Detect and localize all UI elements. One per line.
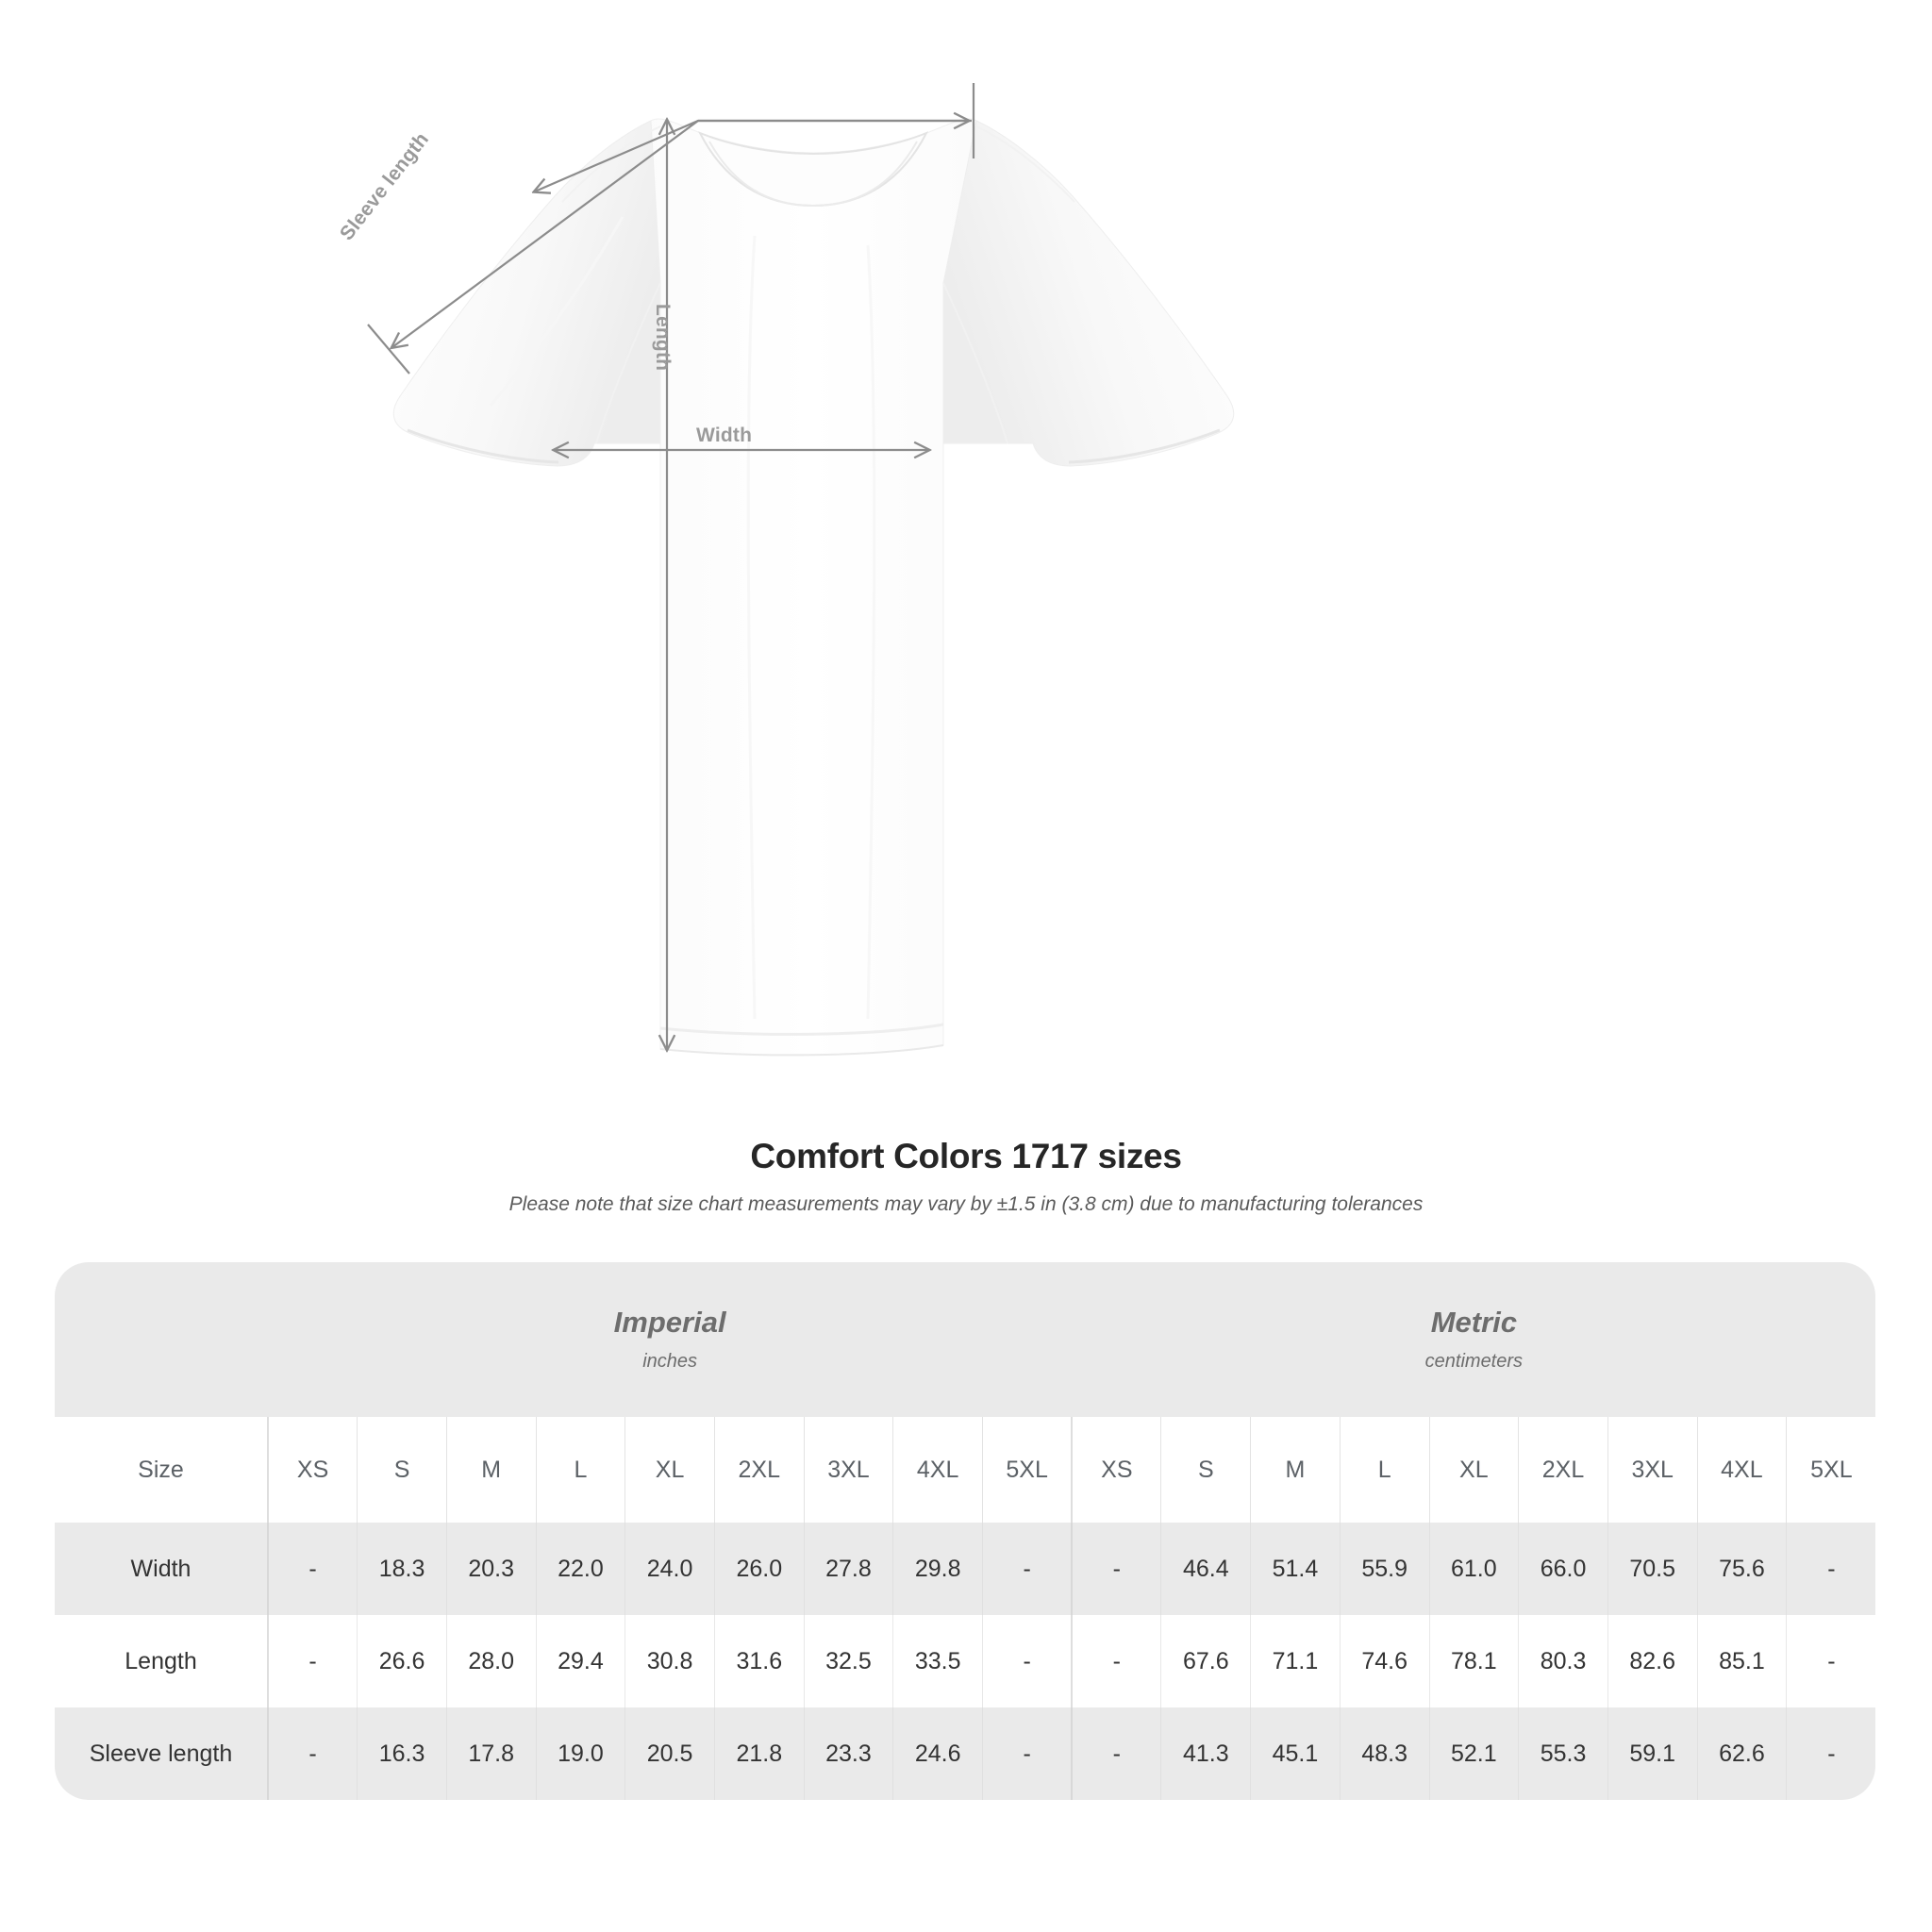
cell-length-metric-m: 71.1 [1250, 1615, 1341, 1707]
size-header-imperial-m[interactable]: M [445, 1417, 537, 1523]
cell-sleeve-length-imperial-s: 16.3 [357, 1707, 447, 1800]
cell-width-metric-l: 55.9 [1339, 1523, 1429, 1615]
size-header-metric-s[interactable]: S [1160, 1417, 1251, 1523]
cell-sleeve-length-metric-s: 41.3 [1160, 1707, 1251, 1800]
cell-sleeve-length-imperial-2xl: 21.8 [713, 1707, 805, 1800]
cell-length-metric-xl: 78.1 [1428, 1615, 1519, 1707]
size-header-imperial-4xl[interactable]: 4XL [892, 1417, 983, 1523]
size-header-metric-2xl[interactable]: 2XL [1518, 1417, 1608, 1523]
size-header-imperial-5xl[interactable]: 5XL [982, 1417, 1073, 1523]
cell-length-metric-4xl: 85.1 [1696, 1615, 1787, 1707]
cell-length-metric-xs: - [1071, 1615, 1161, 1707]
size-header-imperial-s[interactable]: S [357, 1417, 447, 1523]
cell-length-metric-3xl: 82.6 [1607, 1615, 1698, 1707]
cell-width-metric-s: 46.4 [1160, 1523, 1251, 1615]
size-header-imperial-2xl[interactable]: 2XL [713, 1417, 805, 1523]
size-chart-table-container: Imperial inches Metric centimeters Size XS S M L… [55, 1262, 1876, 1800]
cell-width-imperial-3xl: 27.8 [803, 1523, 893, 1615]
size-header-imperial-3xl[interactable]: 3XL [803, 1417, 893, 1523]
unit-group-imperial: Imperial inches [268, 1262, 1073, 1417]
size-header-metric-l[interactable]: L [1339, 1417, 1429, 1523]
size-header-imperial-l[interactable]: L [535, 1417, 625, 1523]
cell-sleeve-length-metric-xs: - [1071, 1707, 1161, 1800]
size-header-metric-4xl[interactable]: 4XL [1696, 1417, 1787, 1523]
unit-group-metric: Metric centimeters [1072, 1262, 1876, 1417]
length-label: Length [652, 304, 674, 372]
width-label: Width [696, 425, 753, 446]
table-row: Sleeve length -16.3 17.8 19.0 20.5 21.8 23.3 24… [55, 1707, 1876, 1800]
cell-sleeve-length-metric-xl: 52.1 [1428, 1707, 1519, 1800]
cell-length-imperial-xs: - [267, 1615, 358, 1707]
tshirt-shape [392, 118, 1235, 1057]
cell-width-imperial-l: 22.0 [535, 1523, 625, 1615]
cell-width-imperial-s: 18.3 [357, 1523, 447, 1615]
unit-group-name: Imperial [613, 1306, 726, 1340]
cell-sleeve-length-imperial-xs: - [267, 1707, 358, 1800]
row-label-width: Width [55, 1523, 268, 1615]
cell-length-imperial-3xl: 32.5 [803, 1615, 893, 1707]
size-header-row: Size XS S M L XL 2XL 3XL 4XL 5XL XS S M L XL 2XL 3XL 4XL 5… [55, 1417, 1876, 1523]
cell-length-imperial-s: 26.6 [357, 1615, 447, 1707]
cell-sleeve-length-metric-5xl: - [1786, 1707, 1876, 1800]
cell-width-imperial-xl: 24.0 [625, 1523, 715, 1615]
cell-sleeve-length-imperial-3xl: 23.3 [803, 1707, 893, 1800]
cell-width-imperial-4xl: 29.8 [892, 1523, 983, 1615]
cell-width-metric-xs: - [1071, 1523, 1161, 1615]
cell-length-imperial-m: 28.0 [445, 1615, 537, 1707]
cell-width-metric-2xl: 66.0 [1518, 1523, 1608, 1615]
unit-banner-spacer [55, 1262, 268, 1417]
size-header-metric-m[interactable]: M [1250, 1417, 1341, 1523]
row-label-length: Length [55, 1615, 268, 1707]
unit-group-subtitle: centimeters [1424, 1350, 1524, 1372]
table-row: Width -18.3 20.3 22.0 24.0 26.0 27.8 29.8- -46.4… [55, 1523, 1876, 1615]
tshirt-diagram-svg [367, 83, 1235, 1057]
chart-caption: Comfort Colors 1717 sizes Please note th… [0, 1137, 1932, 1216]
cell-length-imperial-4xl: 33.5 [892, 1615, 983, 1707]
cell-sleeve-length-metric-3xl: 59.1 [1607, 1707, 1698, 1800]
cell-width-metric-4xl: 75.6 [1696, 1523, 1787, 1615]
cell-width-imperial-5xl: - [982, 1523, 1073, 1615]
tshirt-illustration: Sleeve length Length Width [336, 83, 1235, 1057]
cell-length-metric-2xl: 80.3 [1518, 1615, 1608, 1707]
size-header-metric-xl[interactable]: XL [1428, 1417, 1519, 1523]
measurement-lines [367, 83, 975, 1049]
size-header-metric-3xl[interactable]: 3XL [1607, 1417, 1698, 1523]
cell-length-metric-s: 67.6 [1160, 1615, 1251, 1707]
tolerance-note: Please note that size chart measurements… [508, 1193, 1424, 1215]
cell-width-metric-m: 51.4 [1250, 1523, 1341, 1615]
cell-sleeve-length-imperial-4xl: 24.6 [892, 1707, 983, 1800]
cell-sleeve-length-imperial-m: 17.8 [445, 1707, 537, 1800]
cell-sleeve-length-imperial-l: 19.0 [535, 1707, 625, 1800]
cell-length-metric-l: 74.6 [1339, 1615, 1429, 1707]
cell-width-imperial-2xl: 26.0 [713, 1523, 805, 1615]
unit-group-name: Metric [1430, 1306, 1517, 1340]
cell-width-metric-xl: 61.0 [1428, 1523, 1519, 1615]
size-chart-table: Imperial inches Metric centimeters Size XS S M L… [55, 1262, 1876, 1800]
cell-length-imperial-xl: 30.8 [625, 1615, 715, 1707]
size-header-metric-xs[interactable]: XS [1071, 1417, 1161, 1523]
size-header-metric-5xl[interactable]: 5XL [1786, 1417, 1876, 1523]
cell-width-metric-5xl: - [1786, 1523, 1876, 1615]
cell-length-imperial-5xl: - [982, 1615, 1073, 1707]
cell-length-metric-5xl: - [1786, 1615, 1876, 1707]
cell-sleeve-length-metric-m: 45.1 [1250, 1707, 1341, 1800]
cell-width-metric-3xl: 70.5 [1607, 1523, 1698, 1615]
size-header-imperial-xl[interactable]: XL [625, 1417, 715, 1523]
row-label-sleeve-length: Sleeve length [55, 1707, 268, 1800]
unit-group-subtitle: inches [642, 1350, 698, 1372]
cell-width-imperial-xs: - [267, 1523, 358, 1615]
cell-sleeve-length-imperial-5xl: - [982, 1707, 1073, 1800]
cell-sleeve-length-metric-2xl: 55.3 [1518, 1707, 1608, 1800]
table-row: Length -26.6 28.0 29.4 30.8 31.6 32.5 33.5- -67.… [55, 1615, 1876, 1707]
cell-length-imperial-l: 29.4 [535, 1615, 625, 1707]
cell-sleeve-length-imperial-xl: 20.5 [625, 1707, 715, 1800]
size-header-label: Size [55, 1417, 268, 1523]
unit-banner-row: Imperial inches Metric centimeters [55, 1262, 1876, 1417]
page-title: Comfort Colors 1717 sizes [750, 1137, 1182, 1175]
cell-sleeve-length-metric-l: 48.3 [1339, 1707, 1429, 1800]
size-header-imperial-xs[interactable]: XS [267, 1417, 358, 1523]
cell-length-imperial-2xl: 31.6 [713, 1615, 805, 1707]
cell-width-imperial-m: 20.3 [445, 1523, 537, 1615]
cell-sleeve-length-metric-4xl: 62.6 [1696, 1707, 1787, 1800]
